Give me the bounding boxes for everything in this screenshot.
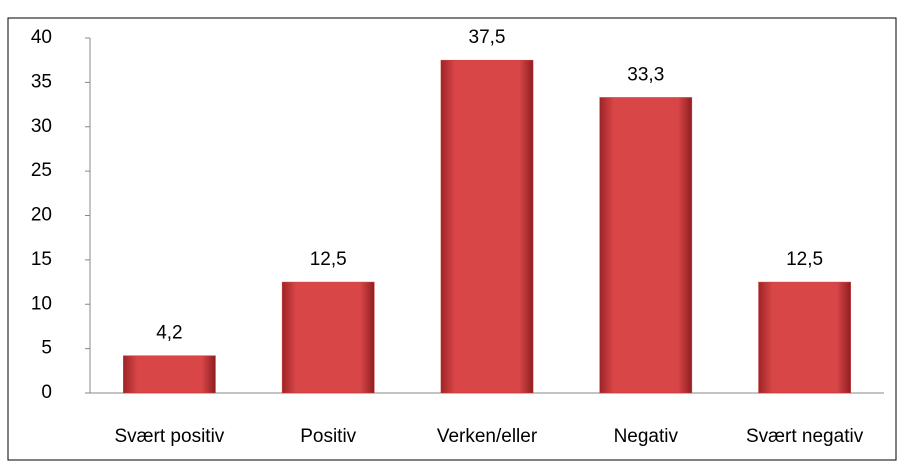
y-tick-label: 10: [31, 293, 52, 314]
value-label: 33,3: [627, 64, 664, 85]
bar: [440, 59, 534, 394]
bar: [599, 97, 693, 394]
y-tick-label: 30: [31, 116, 52, 137]
bar: [758, 281, 851, 394]
x-tick-label: Positiv: [300, 426, 356, 447]
value-label: 12,5: [310, 249, 347, 270]
value-label: 12,5: [786, 249, 823, 270]
value-label: 37,5: [469, 27, 506, 48]
x-tick-label: Negativ: [614, 426, 679, 447]
y-tick-label: 25: [31, 160, 52, 181]
y-tick-label: 40: [31, 27, 52, 48]
y-tick-label: 15: [31, 249, 52, 270]
chart-frame: [7, 17, 897, 461]
bar: [123, 355, 216, 394]
y-tick-label: 0: [41, 382, 52, 403]
x-tick-label: Svært positiv: [114, 426, 224, 447]
x-tick-label: Svært negativ: [746, 426, 864, 447]
y-tick-label: 5: [41, 338, 52, 359]
y-tick-label: 20: [31, 205, 52, 226]
y-tick-label: 35: [31, 71, 52, 92]
bar: [281, 281, 375, 394]
x-tick-label: Verken/eller: [437, 426, 538, 447]
value-label: 4,2: [156, 323, 182, 344]
